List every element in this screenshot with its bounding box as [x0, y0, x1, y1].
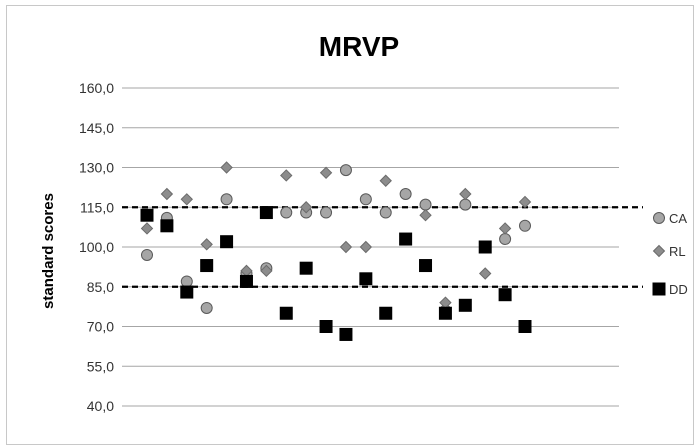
- point-dd: [379, 306, 393, 320]
- point-dd: [399, 232, 413, 246]
- data-points: [140, 161, 532, 341]
- reference-lines: [122, 206, 643, 288]
- point-dd: [239, 274, 253, 288]
- point-ca: [359, 193, 372, 206]
- chart-svg: MRVP standard scores 40,0 55,0 70,0 85,0 100…: [40, 31, 688, 414]
- chart-title: MRVP: [319, 31, 399, 62]
- y-tick-label: 70,0: [87, 319, 114, 335]
- y-tick-label: 100,0: [79, 239, 114, 255]
- point-dd: [339, 327, 353, 341]
- point-rl: [479, 267, 492, 280]
- point-dd: [180, 285, 194, 299]
- point-dd: [279, 306, 293, 320]
- y-tick-label: 145,0: [79, 120, 114, 136]
- point-ca: [519, 219, 531, 232]
- point-dd: [200, 259, 214, 273]
- point-ca: [419, 198, 432, 211]
- point-rl: [319, 166, 333, 180]
- legend-marker-ca: [653, 212, 665, 224]
- point-ca: [141, 248, 153, 261]
- legend-marker-rl: [652, 244, 666, 258]
- point-dd: [259, 206, 273, 220]
- y-tick-label: 160,0: [79, 80, 114, 96]
- legend: CA RL DD: [652, 211, 688, 297]
- point-dd: [419, 259, 433, 273]
- point-dd: [220, 235, 234, 249]
- legend-label-ca: CA: [669, 211, 687, 226]
- point-ca: [220, 193, 233, 206]
- chart-frame: MRVP standard scores 40,0 55,0 70,0 85,0 100…: [6, 5, 694, 445]
- point-rl: [419, 208, 432, 222]
- y-tick-label: 55,0: [87, 358, 114, 374]
- point-dd: [518, 320, 532, 333]
- point-dd: [478, 240, 492, 254]
- y-tick-label: 85,0: [87, 279, 114, 295]
- point-ca: [399, 188, 412, 200]
- point-ca: [200, 301, 213, 314]
- point-ca: [320, 206, 333, 219]
- point-rl: [280, 169, 293, 182]
- point-ca: [339, 164, 352, 177]
- point-dd: [458, 298, 472, 312]
- y-tick-label: 40,0: [87, 398, 114, 414]
- legend-label-rl: RL: [669, 244, 686, 259]
- point-ca: [379, 206, 392, 219]
- point-rl: [339, 240, 353, 254]
- point-rl: [299, 201, 313, 214]
- point-rl: [200, 238, 213, 251]
- point-rl: [359, 240, 373, 254]
- point-ca: [499, 233, 512, 246]
- point-rl: [260, 264, 273, 278]
- point-rl: [379, 174, 392, 187]
- point-rl: [220, 161, 233, 174]
- point-rl: [160, 187, 174, 201]
- point-ca: [459, 198, 472, 211]
- point-dd: [319, 320, 333, 333]
- point-rl: [140, 222, 154, 235]
- point-rl: [459, 187, 472, 201]
- point-dd: [160, 219, 174, 233]
- point-dd: [438, 306, 452, 320]
- legend-label-dd: DD: [669, 282, 688, 297]
- point-rl: [498, 222, 512, 235]
- point-dd: [498, 288, 512, 302]
- point-ca: [180, 275, 193, 288]
- point-dd: [140, 208, 154, 222]
- point-rl: [180, 193, 193, 206]
- y-tick-label: 115,0: [80, 199, 114, 215]
- point-dd: [359, 272, 373, 286]
- point-dd: [299, 261, 313, 275]
- y-axis-label: standard scores: [40, 193, 57, 309]
- legend-marker-dd: [652, 282, 666, 296]
- point-ca: [280, 206, 293, 219]
- y-tick-labels: 40,0 55,0 70,0 85,0 100,0 115,0 130,0 145,0 160,…: [79, 80, 114, 414]
- y-tick-label: 130,0: [79, 160, 114, 176]
- point-rl: [518, 195, 532, 209]
